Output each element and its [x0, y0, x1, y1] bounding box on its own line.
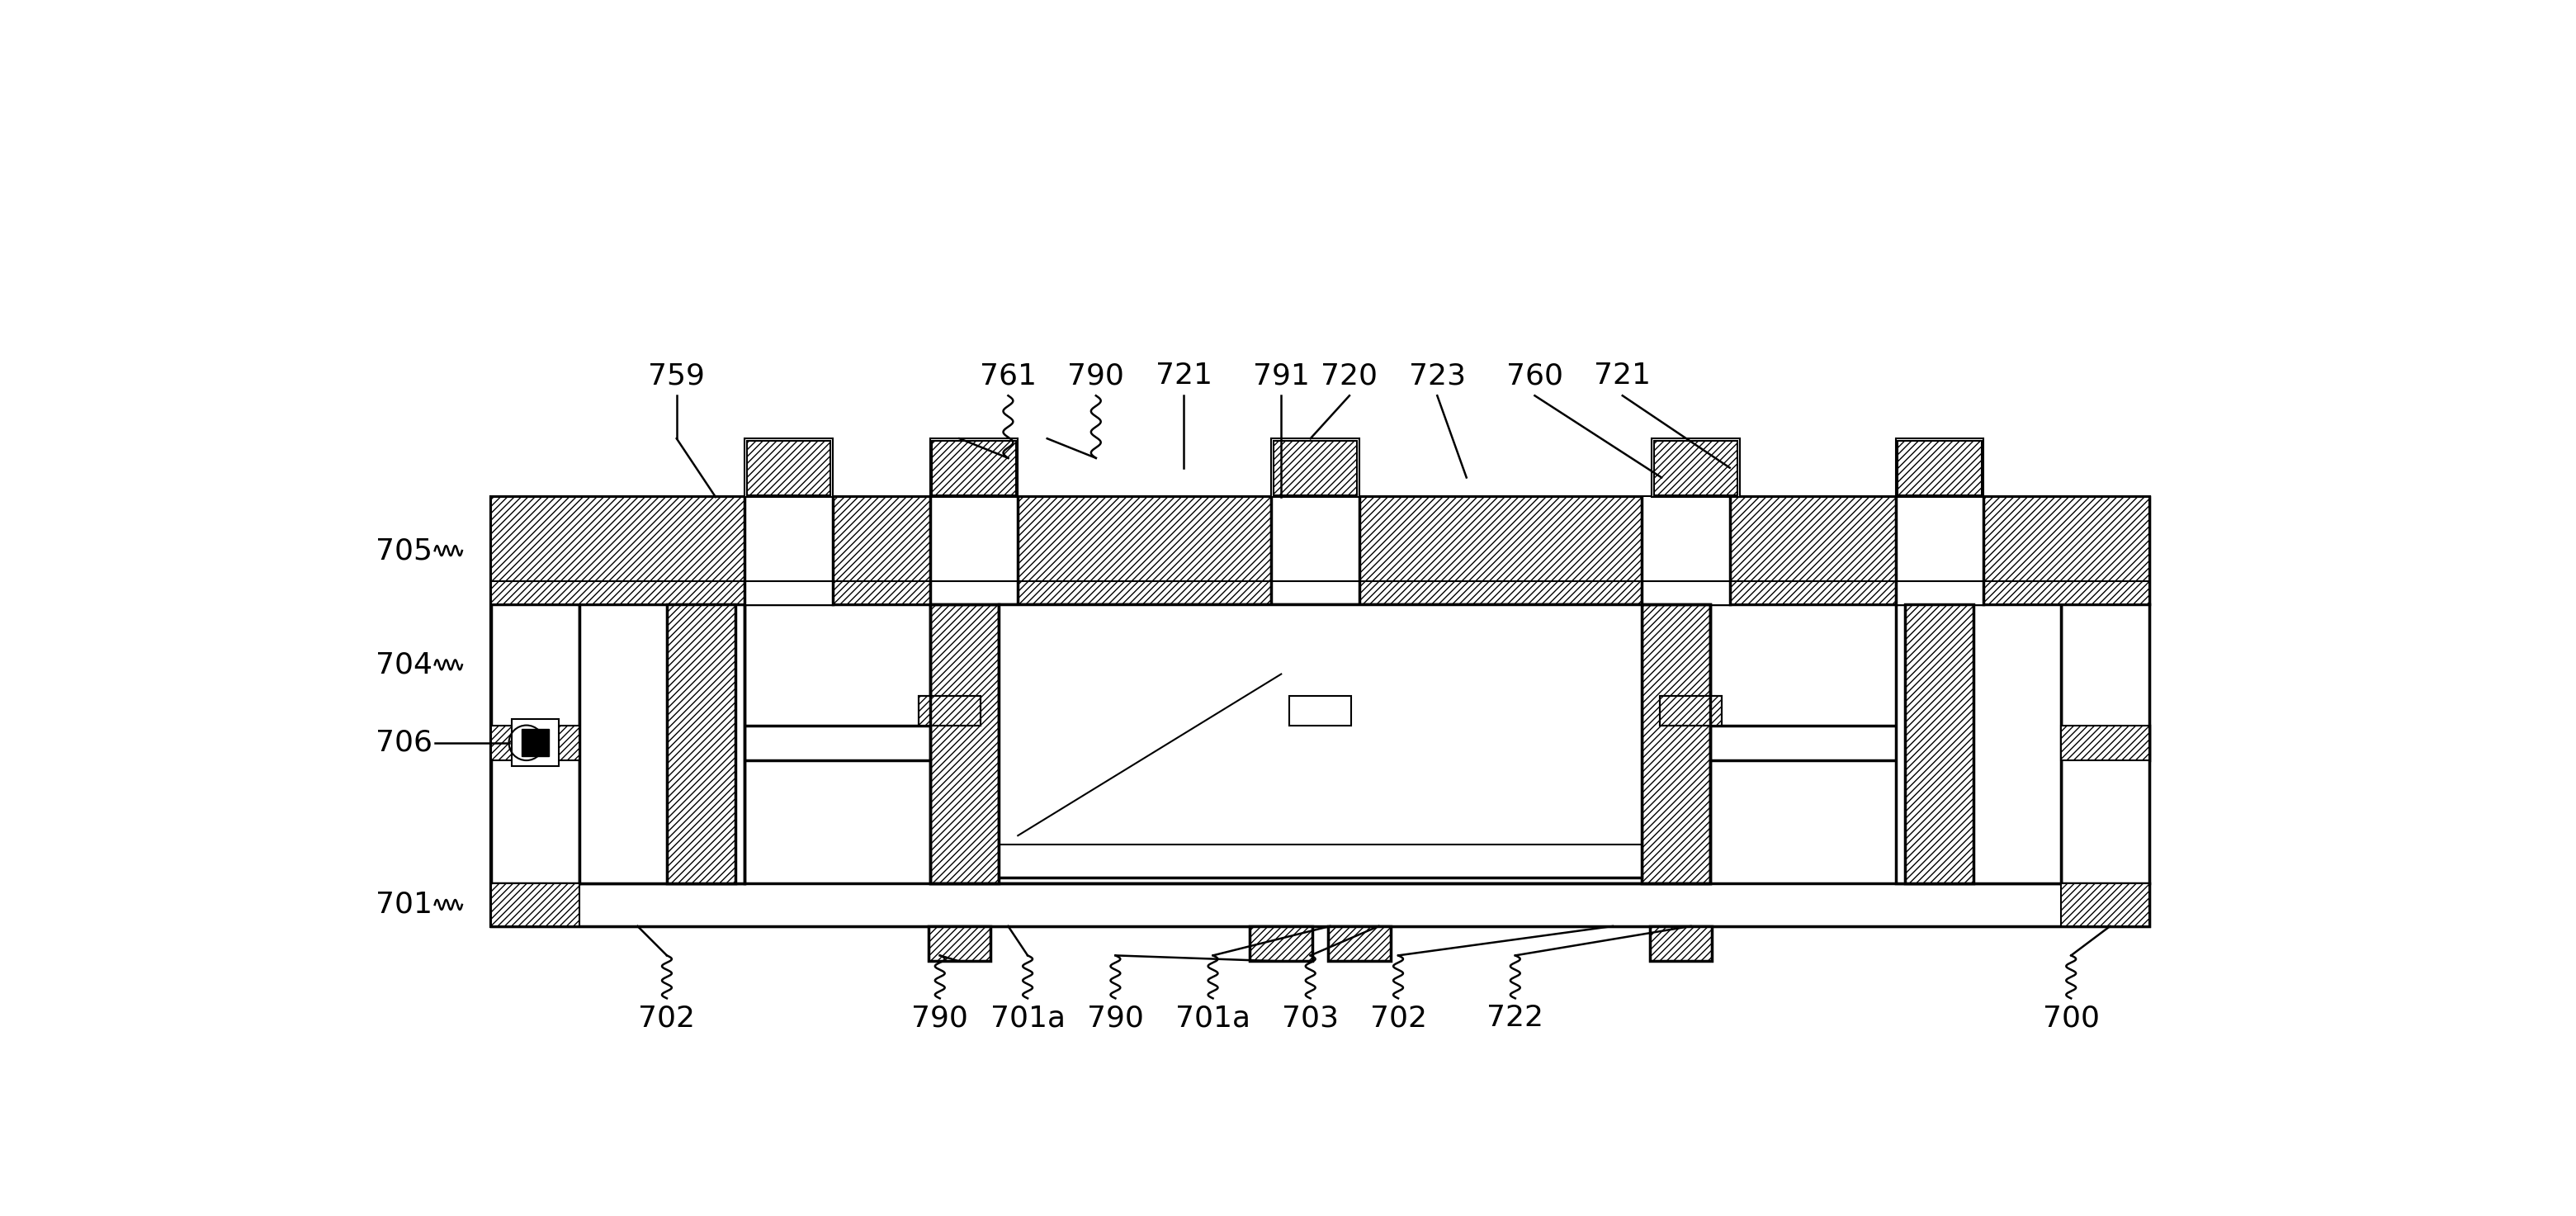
- Bar: [513, 720, 559, 766]
- Bar: [1360, 497, 1641, 604]
- Text: 721: 721: [1595, 361, 1651, 390]
- Bar: [1249, 927, 1311, 962]
- Bar: [930, 604, 999, 883]
- Bar: [667, 604, 734, 883]
- Text: 721: 721: [1154, 361, 1213, 390]
- Bar: [920, 696, 981, 725]
- Bar: [1896, 604, 2061, 883]
- Bar: [744, 439, 832, 497]
- Text: 701a: 701a: [989, 1004, 1066, 1032]
- Bar: [1273, 497, 1360, 604]
- Bar: [930, 497, 1018, 604]
- Text: 720: 720: [1321, 361, 1378, 390]
- Bar: [520, 730, 549, 756]
- Text: 761: 761: [979, 361, 1036, 390]
- Bar: [2061, 883, 2148, 927]
- Bar: [2061, 604, 2148, 883]
- Text: 790: 790: [1087, 1004, 1144, 1032]
- Bar: [667, 604, 734, 883]
- Text: 702: 702: [1370, 1004, 1427, 1032]
- Bar: [1654, 440, 1739, 495]
- Bar: [1641, 604, 1710, 883]
- Bar: [1659, 696, 1721, 725]
- Text: 705: 705: [376, 536, 433, 564]
- Bar: [492, 497, 2148, 604]
- Bar: [999, 604, 1641, 878]
- Bar: [1018, 497, 1273, 604]
- Bar: [492, 725, 580, 760]
- Bar: [2061, 725, 2148, 760]
- Bar: [1649, 927, 1713, 962]
- Bar: [930, 604, 1710, 883]
- Bar: [1273, 440, 1358, 495]
- Text: 791: 791: [1252, 361, 1309, 390]
- Text: 702: 702: [639, 1004, 696, 1032]
- Bar: [1984, 497, 2148, 604]
- Bar: [492, 883, 580, 927]
- Bar: [832, 497, 930, 604]
- Text: 701a: 701a: [1175, 1004, 1249, 1032]
- Bar: [1728, 497, 1896, 604]
- Text: 722: 722: [1486, 1004, 1543, 1032]
- Bar: [747, 440, 829, 495]
- Bar: [492, 725, 2148, 760]
- Bar: [492, 883, 2148, 927]
- Bar: [580, 604, 744, 883]
- Bar: [1641, 497, 1728, 604]
- Text: 700: 700: [2043, 1004, 2099, 1032]
- Bar: [1659, 696, 1721, 725]
- Bar: [933, 440, 1015, 495]
- Text: 706: 706: [376, 728, 433, 756]
- Bar: [1896, 497, 1984, 604]
- Bar: [492, 497, 744, 604]
- Bar: [1288, 696, 1352, 725]
- Bar: [1906, 604, 1973, 883]
- Text: 701: 701: [376, 890, 433, 919]
- Bar: [492, 604, 580, 883]
- Bar: [930, 439, 1018, 497]
- Text: 723: 723: [1409, 361, 1466, 390]
- Bar: [1273, 439, 1360, 497]
- Bar: [1249, 927, 1311, 962]
- Bar: [1896, 439, 1984, 497]
- Text: 790: 790: [1066, 361, 1123, 390]
- Text: 703: 703: [1283, 1004, 1340, 1032]
- Bar: [927, 927, 992, 962]
- Text: 704: 704: [376, 651, 433, 679]
- Bar: [1906, 604, 1973, 883]
- Bar: [1641, 604, 1710, 883]
- Bar: [1329, 927, 1391, 962]
- Text: 759: 759: [649, 361, 706, 390]
- Text: 760: 760: [1507, 361, 1564, 390]
- Text: 790: 790: [912, 1004, 969, 1032]
- Bar: [492, 497, 2148, 927]
- Bar: [1018, 727, 1623, 759]
- Bar: [930, 604, 999, 883]
- Bar: [1651, 439, 1739, 497]
- Bar: [744, 497, 832, 604]
- Bar: [1329, 927, 1391, 962]
- Bar: [1288, 696, 1352, 725]
- Bar: [927, 927, 992, 962]
- Bar: [920, 696, 981, 725]
- Bar: [1649, 927, 1713, 962]
- Bar: [1899, 440, 1981, 495]
